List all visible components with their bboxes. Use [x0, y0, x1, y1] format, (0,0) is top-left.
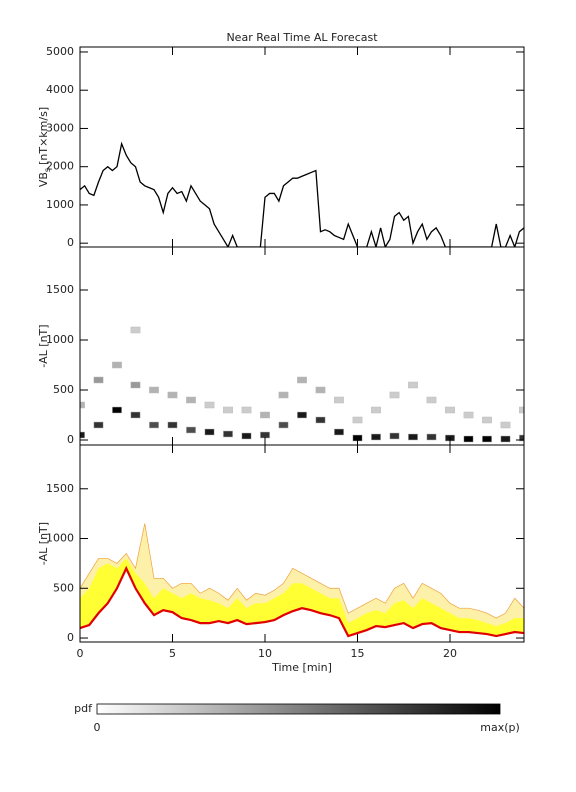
- pdf-cell: [519, 406, 524, 414]
- colorbar: [96, 703, 501, 715]
- pdf-cell: [463, 435, 474, 443]
- pdf-cell: [315, 386, 326, 394]
- pdf-cell: [93, 376, 104, 384]
- below-median: [80, 568, 524, 642]
- pdf-cell: [223, 430, 233, 438]
- x-tick-label: 5: [169, 647, 176, 660]
- pdf-cell: [241, 432, 252, 440]
- pdf-cell: [112, 361, 122, 369]
- y-tick-label: 1000: [46, 333, 74, 346]
- y-tick-label: 2000: [46, 160, 74, 173]
- pdf-cell: [223, 406, 233, 414]
- y-axis-label: VBs [nT×km/s]: [37, 107, 52, 187]
- pdf-cell: [315, 416, 326, 424]
- y-axis-label: -AL [nT]: [37, 522, 50, 565]
- pdf-cell: [482, 416, 492, 424]
- y-tick-label: 5000: [46, 45, 74, 58]
- y-label-sub: s: [43, 168, 52, 172]
- y-label-unit: [nT×km/s]: [37, 107, 50, 165]
- pdf-cell: [241, 406, 252, 414]
- x-tick-label: 0: [77, 647, 84, 660]
- pdf-cell: [426, 396, 437, 404]
- pdf-cell: [149, 386, 159, 394]
- y-tick-label: 0: [67, 236, 74, 249]
- pdf-cell: [334, 428, 344, 436]
- pdf-cell: [482, 435, 492, 443]
- pdf-cell: [130, 326, 141, 334]
- pdf-cell: [130, 381, 141, 389]
- y-label-main: VB: [37, 172, 50, 187]
- y-tick-label: 3000: [46, 121, 74, 134]
- pdf-cell: [93, 421, 104, 429]
- pdf-cell: [278, 391, 289, 399]
- pdf-cell: [204, 401, 215, 409]
- y-tick-label: 4000: [46, 83, 74, 96]
- pdf-cell: [389, 432, 400, 440]
- pdf-cell: [130, 411, 141, 419]
- colorbar-label: pdf: [74, 702, 93, 715]
- pdf-cell: [371, 433, 381, 441]
- pdf-cell: [500, 435, 511, 443]
- pdf-cell: [445, 406, 455, 414]
- x-tick-label: 20: [443, 647, 457, 660]
- y-tick-label: 500: [53, 581, 74, 594]
- pdf-cell: [297, 376, 307, 384]
- plot-area: [80, 326, 524, 443]
- pdf-cell: [278, 421, 289, 429]
- median-line: [80, 565, 524, 638]
- vbs-line: [80, 141, 524, 247]
- pdf-cell: [167, 391, 178, 399]
- y-tick-label: 0: [67, 631, 74, 644]
- colorbar-min: 0: [94, 721, 101, 734]
- y-tick-label: 1000: [46, 532, 74, 545]
- x-tick-label: 15: [351, 647, 365, 660]
- x-tick-label: 10: [258, 647, 272, 660]
- pdf-cell: [371, 406, 381, 414]
- y-tick-label: 1000: [46, 198, 74, 211]
- y-tick-label: 1500: [46, 283, 74, 296]
- pdf-cell: [334, 396, 344, 404]
- x-axis-label: Time [min]: [271, 661, 332, 674]
- pdf-cell: [389, 391, 400, 399]
- y-tick-label: 500: [53, 383, 74, 396]
- plot-area: [80, 141, 524, 247]
- pdf-cell: [80, 431, 85, 439]
- pdf-cell: [204, 428, 215, 436]
- plot-area: [80, 523, 524, 642]
- colorbar-max: max(p): [480, 721, 520, 734]
- pdf-cell: [408, 381, 418, 389]
- axes-frame: [79, 46, 525, 248]
- y-tick-label: 0: [67, 433, 74, 446]
- pdf-cell: [112, 406, 122, 414]
- pdf-cell: [408, 433, 418, 441]
- axes-frame: [79, 444, 525, 643]
- chart-title: Near Real Time AL Forecast: [226, 31, 378, 44]
- pdf-cell: [260, 411, 270, 419]
- pdf-cell: [167, 421, 178, 429]
- pdf-cell: [519, 434, 524, 442]
- pdf-cell: [297, 411, 307, 419]
- pdf-cell: [500, 421, 511, 429]
- pdf-cell: [426, 433, 437, 441]
- pdf-cell: [149, 421, 159, 429]
- y-tick-label: 1500: [46, 482, 74, 495]
- pdf-cell: [80, 401, 85, 409]
- pdf-cell: [352, 416, 363, 424]
- y-axis-label: -AL [nT]: [37, 324, 50, 367]
- pdf-cell: [186, 426, 196, 434]
- pdf-cell: [463, 411, 474, 419]
- pdf-cell: [186, 396, 196, 404]
